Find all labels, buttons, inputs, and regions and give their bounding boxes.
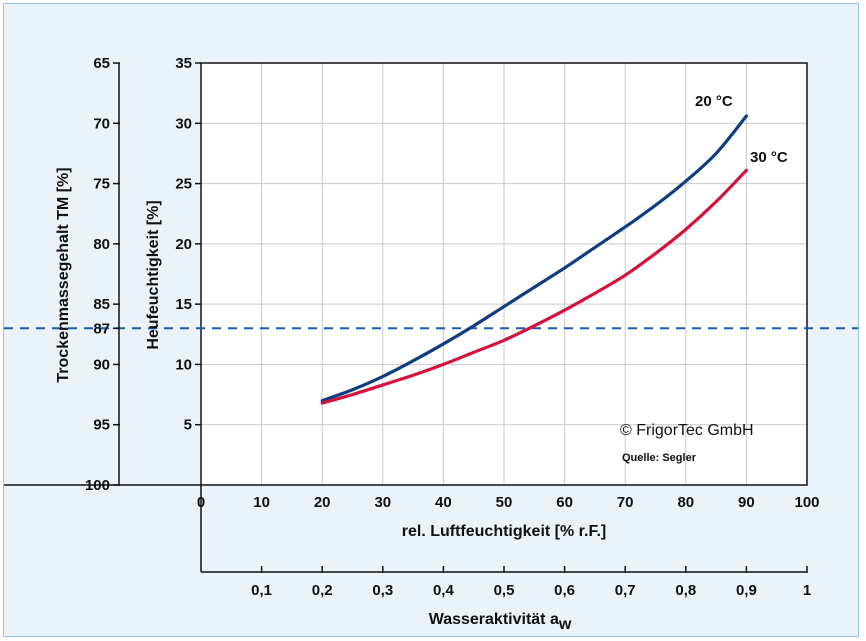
x-tick-label: 80 bbox=[677, 494, 694, 511]
x-tick-label: 60 bbox=[556, 494, 573, 511]
copyright-annotation: © FrigorTec GmbH bbox=[620, 422, 754, 439]
aw-tick-label: 1 bbox=[803, 582, 811, 599]
tm-tick-label: 100 bbox=[85, 477, 110, 494]
y-tick-label: 10 bbox=[175, 356, 192, 373]
x-tick-label: 40 bbox=[435, 494, 452, 511]
tick-labels: 65 70 75 80 85 87 90 95 100 5 10 15 20 25 30 35 0 10 20 30 4… bbox=[85, 55, 820, 599]
series-layer bbox=[320, 114, 748, 405]
x-tick-label: 70 bbox=[617, 494, 634, 511]
aw-tick-label: 0,1 bbox=[251, 582, 272, 599]
series-label-30c: 30 °C bbox=[750, 149, 788, 166]
x-tick-label: 30 bbox=[374, 494, 391, 511]
x-tick-label: 100 bbox=[794, 494, 819, 511]
series-line-0 bbox=[320, 114, 748, 403]
x-tick-label: 50 bbox=[496, 494, 513, 511]
tm-tick-label: 65 bbox=[93, 55, 110, 72]
aw-tick-label: 0,7 bbox=[615, 582, 636, 599]
y-tick-label: 15 bbox=[175, 296, 192, 313]
source-annotation: Quelle: Segler bbox=[622, 452, 697, 464]
aw-tick-label: 0,4 bbox=[433, 582, 455, 599]
y-tick-label: 30 bbox=[175, 115, 192, 132]
x-tick-label: 0 bbox=[197, 494, 205, 511]
tm-tick-label: 90 bbox=[93, 356, 110, 373]
tm-axis-title: Trockenmassegehalt TM [%] bbox=[55, 167, 72, 382]
tm-tick-label: 95 bbox=[93, 417, 110, 434]
series-line-1 bbox=[320, 168, 748, 405]
x-tick-label: 20 bbox=[314, 494, 331, 511]
tm-tick-label: 87 bbox=[93, 320, 110, 337]
x-tick-label: 10 bbox=[253, 494, 270, 511]
y-tick-label: 5 bbox=[184, 417, 192, 434]
series-label-20c: 20 °C bbox=[695, 93, 733, 110]
x-axis-title: rel. Luftfeuchtigkeit [% r.F.] bbox=[402, 523, 606, 540]
y-tick-label: 20 bbox=[175, 236, 192, 253]
aw-axis-title-main: Wasseraktivität a bbox=[429, 611, 559, 628]
aw-tick-label: 0,8 bbox=[675, 582, 696, 599]
aw-tick-label: 0,3 bbox=[372, 582, 393, 599]
y-axis-title: Heufeuchtigkeit [%] bbox=[145, 200, 162, 349]
aw-axis-title: Wasseraktivität aw bbox=[429, 611, 572, 633]
axes bbox=[4, 62, 808, 573]
aw-tick-label: 0,2 bbox=[312, 582, 333, 599]
aw-tick-label: 0,5 bbox=[494, 582, 515, 599]
tm-tick-label: 80 bbox=[93, 236, 110, 253]
y-tick-label: 25 bbox=[175, 176, 192, 193]
plot-border bbox=[200, 62, 808, 486]
aw-tick-label: 0,9 bbox=[736, 582, 757, 599]
aw-tick-label: 0,6 bbox=[554, 582, 575, 599]
aw-axis-title-subscript: w bbox=[558, 616, 572, 633]
y-tick-label: 35 bbox=[175, 55, 192, 72]
x-tick-label: 90 bbox=[738, 494, 755, 511]
tm-tick-label: 75 bbox=[93, 176, 110, 193]
tm-tick-label: 70 bbox=[93, 115, 110, 132]
tm-tick-label: 85 bbox=[93, 296, 110, 313]
grid-lines bbox=[200, 62, 808, 486]
